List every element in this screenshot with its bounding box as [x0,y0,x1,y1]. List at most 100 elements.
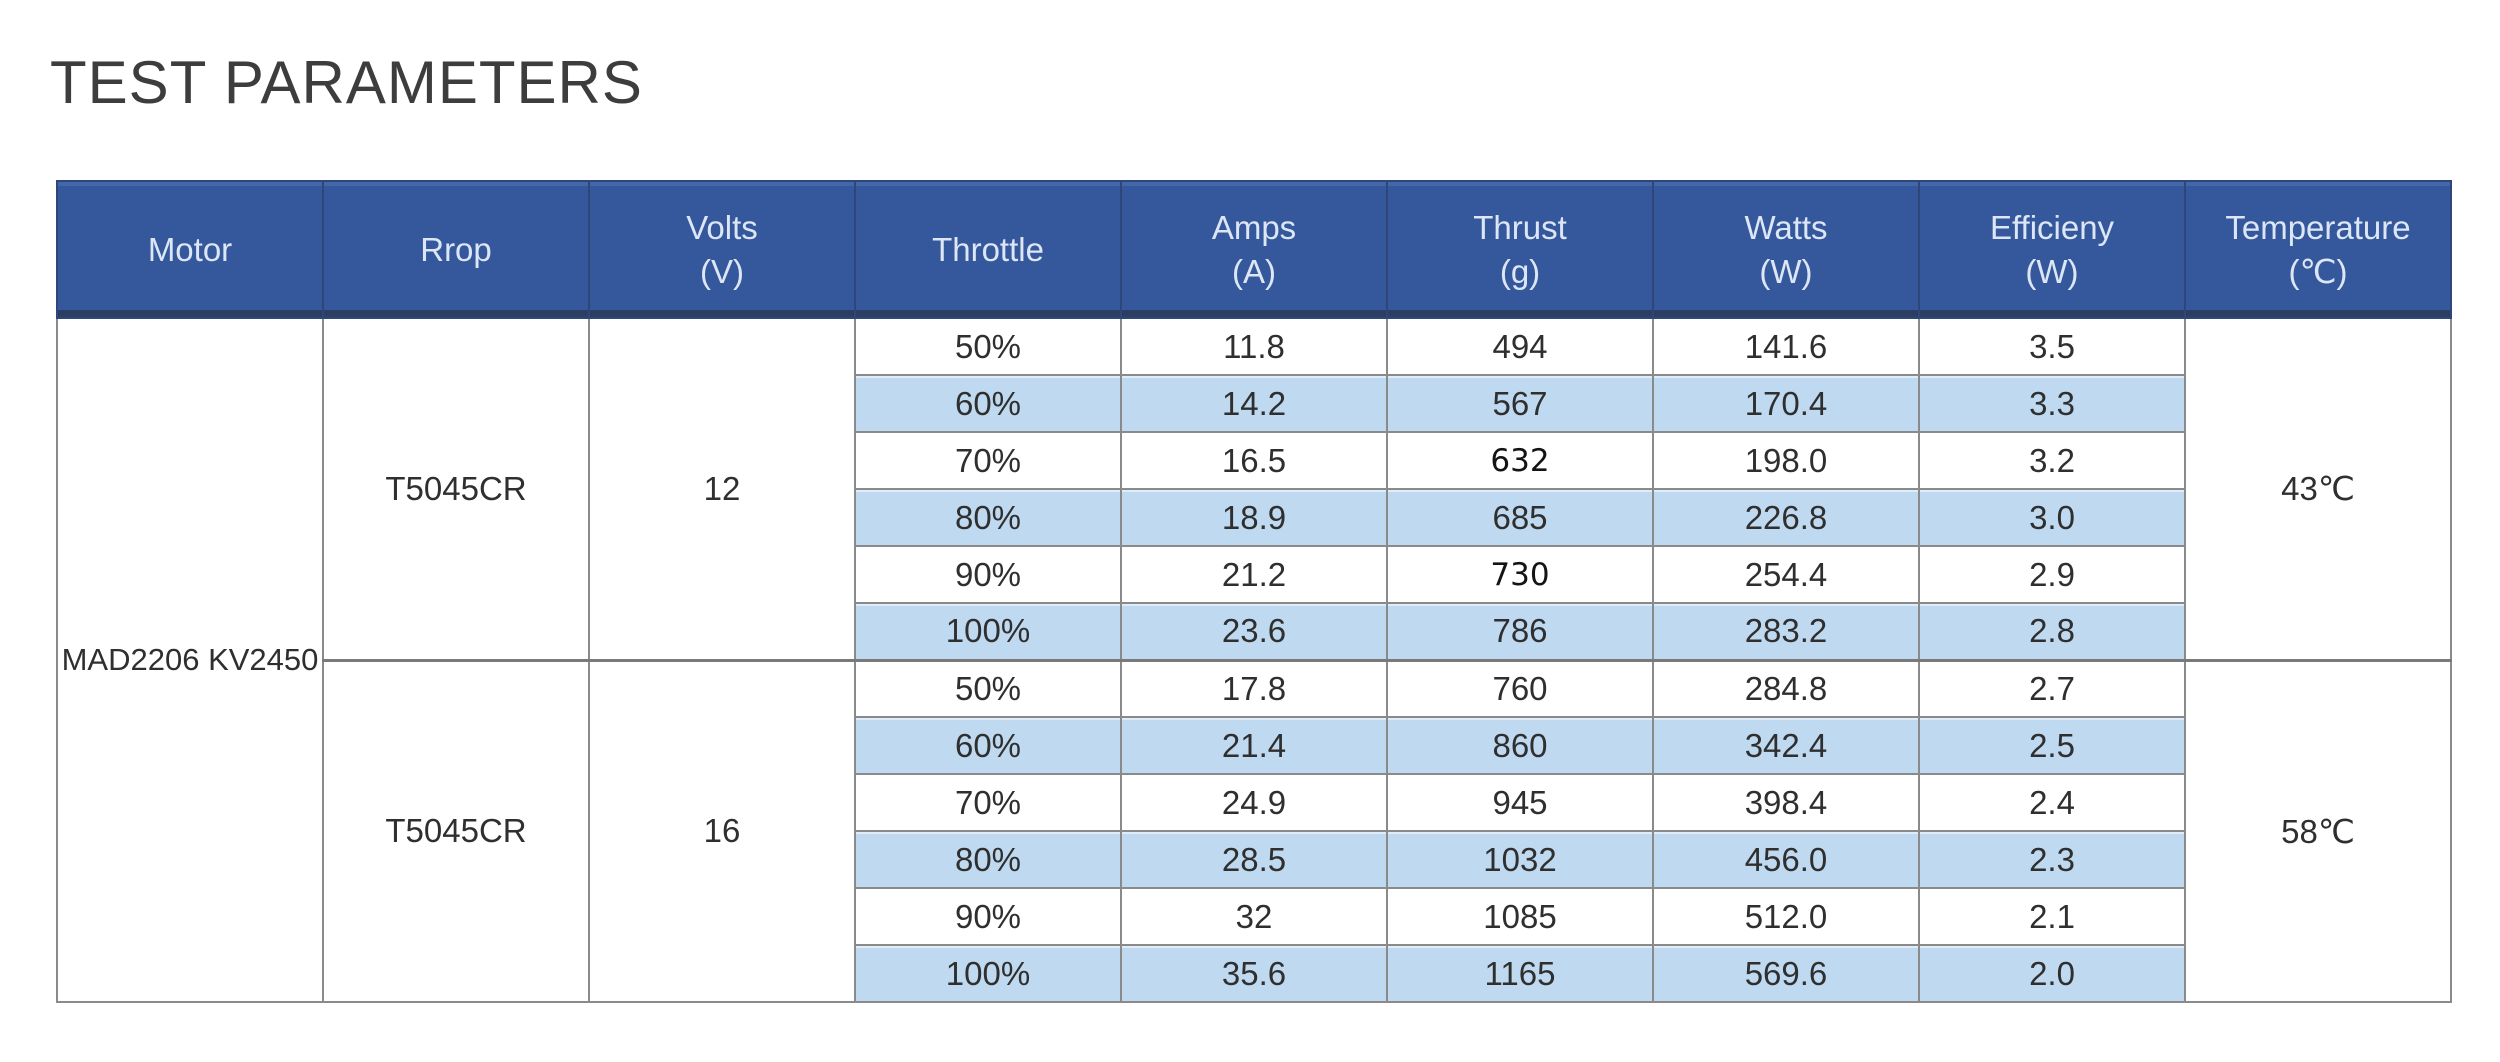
cell-thrust: 1165 [1386,944,1654,1003]
cell-throttle: 80% [854,488,1122,547]
table-row: 80% 18.9 685 226.8 3.0 [57,488,2451,547]
column-header-unit: (W) [1759,252,1813,290]
cell-thrust: 945 [1386,773,1654,832]
cell-amps: 24.9 [1120,773,1388,832]
cell-throttle: 50% [854,317,1122,376]
cell-amps: 32 [1120,887,1388,946]
cell-watts: 284.8 [1652,658,1920,718]
table-row: 70% 24.9 945 398.4 2.4 [57,773,2451,832]
cell-thrust: 1032 [1386,830,1654,889]
cell-thrust: 730 [1386,545,1654,604]
cell-watts: 141.6 [1652,317,1920,376]
cell-volts: 12 [588,317,856,661]
cell-amps: 28.5 [1120,830,1388,889]
column-header-label: Throttle [932,230,1044,268]
column-header-unit: (g) [1499,252,1541,290]
cell-efficiency: 2.8 [1918,602,2186,661]
column-header-temperature: Temperature (℃) [2184,180,2452,319]
table-row: 100% 35.6 1165 569.6 2.0 [57,944,2451,1003]
column-header-unit: (℃) [2288,252,2348,290]
table-row: T5045CR 16 50% 17.8 760 284.8 2.7 58℃ [57,658,2452,1003]
table-row: 90% 21.2 730 254.4 2.9 [57,545,2451,604]
cell-watts: 283.2 [1652,602,1920,661]
cell-efficiency: 2.3 [1918,830,2186,889]
column-header-amps: Amps (A) [1120,180,1388,319]
cell-amps: 23.6 [1120,602,1388,661]
cell-thrust: 1085 [1386,887,1654,946]
cell-efficiency: 3.3 [1918,374,2186,433]
column-header-motor: Motor [56,180,324,319]
cell-watts: 226.8 [1652,488,1920,547]
table-row: 60% 14.2 567 170.4 3.3 [57,374,2451,433]
cell-prop: T5045CR [322,658,590,1003]
cell-prop: T5045CR [322,317,590,661]
cell-throttle: 90% [854,545,1122,604]
cell-temperature: 43℃ [2184,317,2452,661]
cell-watts: 512.0 [1652,887,1920,946]
table-row: MAD2206 KV2450 T5045CR 12 50% 11.8 494 1… [56,317,2452,1003]
column-header-throttle: Throttle [854,180,1122,319]
column-header-efficiency: Efficieny (W) [1918,180,2186,319]
test-parameters-table: Motor Rrop Volts (V) Throttle Amps (A) Thr… [56,180,2452,1003]
cell-throttle: 100% [854,602,1122,661]
column-header-prop: Rrop [322,180,590,319]
cell-watts: 198.0 [1652,431,1920,490]
column-header-volts: Volts (V) [588,180,856,319]
cell-throttle: 70% [854,773,1122,832]
cell-efficiency: 3.2 [1918,431,2186,490]
cell-throttle: 80% [854,830,1122,889]
column-header-thrust: Thrust (g) [1386,180,1654,319]
column-header-watts: Watts (W) [1652,180,1920,319]
cell-amps: 17.8 [1120,658,1388,718]
cell-volts: 16 [588,658,856,1003]
cell-efficiency: 2.0 [1918,944,2186,1003]
cell-amps: 14.2 [1120,374,1388,433]
table-row: 80% 28.5 1032 456.0 2.3 [57,830,2451,889]
cell-thrust: 494 [1386,317,1654,376]
column-header-unit: (W) [2025,252,2079,290]
column-header-label: Temperature [2225,208,2411,246]
cell-throttle: 50% [854,658,1122,718]
column-header-label: Motor [147,230,233,268]
cell-amps: 21.2 [1120,545,1388,604]
cell-amps: 35.6 [1120,944,1388,1003]
column-header-label: Rrop [420,230,492,268]
cell-amps: 18.9 [1120,488,1388,547]
column-header-label: Efficieny [1989,208,2115,246]
cell-thrust: 760 [1386,658,1654,718]
cell-amps: 11.8 [1120,317,1388,376]
table-row: 60% 21.4 860 342.4 2.5 [57,716,2451,775]
cell-watts: 170.4 [1652,374,1920,433]
cell-thrust: 786 [1386,602,1654,661]
column-header-unit: (A) [1232,252,1276,290]
cell-thrust: 567 [1386,374,1654,433]
table-row: 100% 23.6 786 283.2 2.8 [57,602,2451,661]
table-row: 70% 16.5 632 198.0 3.2 [57,431,2451,490]
cell-watts: 456.0 [1652,830,1920,889]
cell-efficiency: 2.4 [1918,773,2186,832]
cell-thrust: 632 [1386,431,1654,490]
cell-throttle: 70% [854,431,1122,490]
column-header-label: Thrust [1473,208,1567,246]
cell-throttle: 100% [854,944,1122,1003]
cell-amps: 16.5 [1120,431,1388,490]
cell-throttle: 60% [854,716,1122,775]
cell-efficiency: 3.0 [1918,488,2186,547]
cell-thrust: 685 [1386,488,1654,547]
cell-efficiency: 2.5 [1918,716,2186,775]
cell-throttle: 60% [854,374,1122,433]
cell-watts: 342.4 [1652,716,1920,775]
page-title: TEST PARAMETERS [50,49,643,116]
cell-efficiency: 3.5 [1918,317,2186,376]
header-row: Motor Rrop Volts (V) Throttle Amps (A) Thr… [56,180,2452,319]
column-header-label: Watts [1744,208,1828,246]
cell-temperature: 58℃ [2184,658,2452,1003]
cell-watts: 569.6 [1652,944,1920,1003]
cell-watts: 254.4 [1652,545,1920,604]
column-header-unit: (V) [700,252,744,290]
cell-thrust: 860 [1386,716,1654,775]
cell-watts: 398.4 [1652,773,1920,832]
cell-throttle: 90% [854,887,1122,946]
cell-amps: 21.4 [1120,716,1388,775]
